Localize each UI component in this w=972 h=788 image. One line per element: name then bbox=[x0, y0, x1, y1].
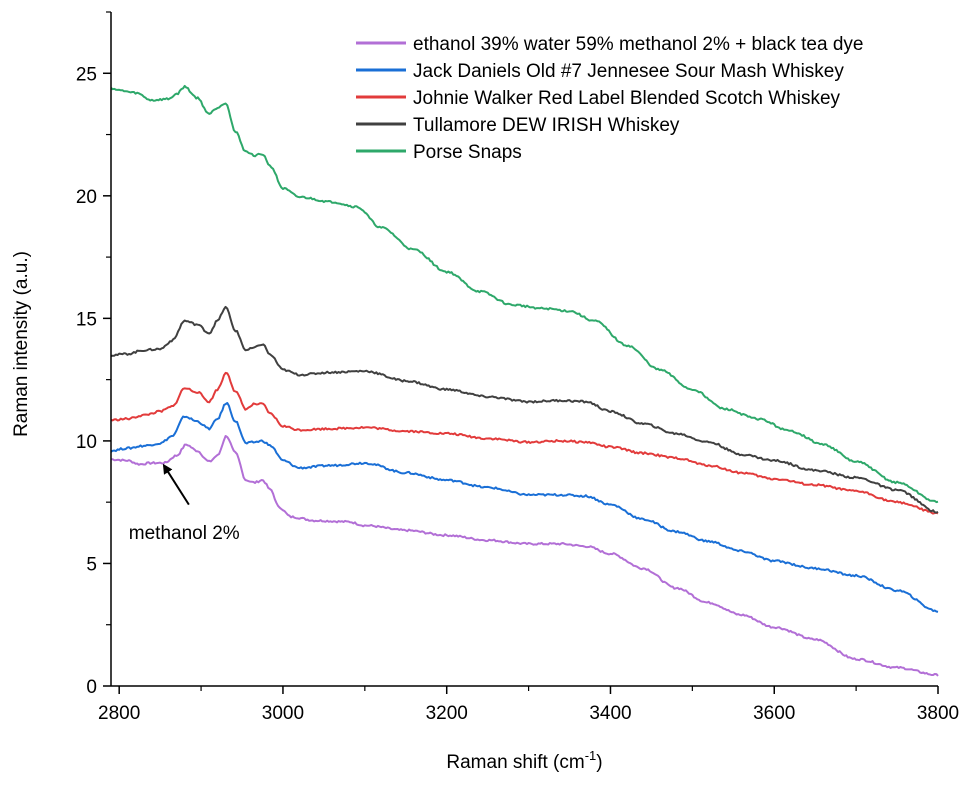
y-tick-label: 25 bbox=[76, 64, 97, 85]
y-tick-label: 5 bbox=[86, 554, 97, 575]
legend-label: ethanol 39% water 59% methanol 2% + blac… bbox=[413, 34, 863, 55]
series-line bbox=[110, 435, 939, 677]
axes-layer bbox=[110, 12, 938, 687]
series-line bbox=[110, 371, 939, 515]
y-tick-label: 10 bbox=[76, 432, 97, 453]
y-tick-label: 0 bbox=[86, 677, 97, 698]
x-tick-label: 3800 bbox=[917, 703, 959, 724]
y-tick-label: 15 bbox=[76, 309, 97, 330]
annotation: methanol 2% bbox=[129, 463, 240, 544]
series-line bbox=[110, 305, 939, 514]
legend-label: Tullamore DEW IRISH Whiskey bbox=[413, 115, 680, 136]
x-tick-label: 2800 bbox=[98, 703, 140, 724]
series-line bbox=[110, 84, 939, 504]
x-tick-label: 3600 bbox=[753, 703, 795, 724]
series-line bbox=[110, 402, 939, 613]
y-tick-label: 20 bbox=[76, 187, 97, 208]
y-axis-label: Raman intensity (a.u.) bbox=[11, 251, 32, 437]
x-axis-label: Raman shift (cm-1) bbox=[446, 748, 602, 773]
legend-label: Johnie Walker Red Label Blended Scotch W… bbox=[413, 88, 841, 109]
annotation-arrow bbox=[162, 463, 190, 506]
legend: ethanol 39% water 59% methanol 2% + blac… bbox=[356, 34, 863, 163]
series-layer bbox=[110, 84, 939, 677]
annotation-label: methanol 2% bbox=[129, 523, 240, 544]
ticks-layer: 2800 3000 3200 3400 3600 3800 0 5 10 15 20 25 bbox=[76, 11, 959, 724]
x-tick-label: 3400 bbox=[589, 703, 631, 724]
x-tick-label: 3200 bbox=[426, 703, 468, 724]
legend-label: Jack Daniels Old #7 Jennesee Sour Mash W… bbox=[413, 61, 844, 82]
legend-label: Porse Snaps bbox=[413, 142, 522, 163]
x-tick-label: 3000 bbox=[262, 703, 304, 724]
